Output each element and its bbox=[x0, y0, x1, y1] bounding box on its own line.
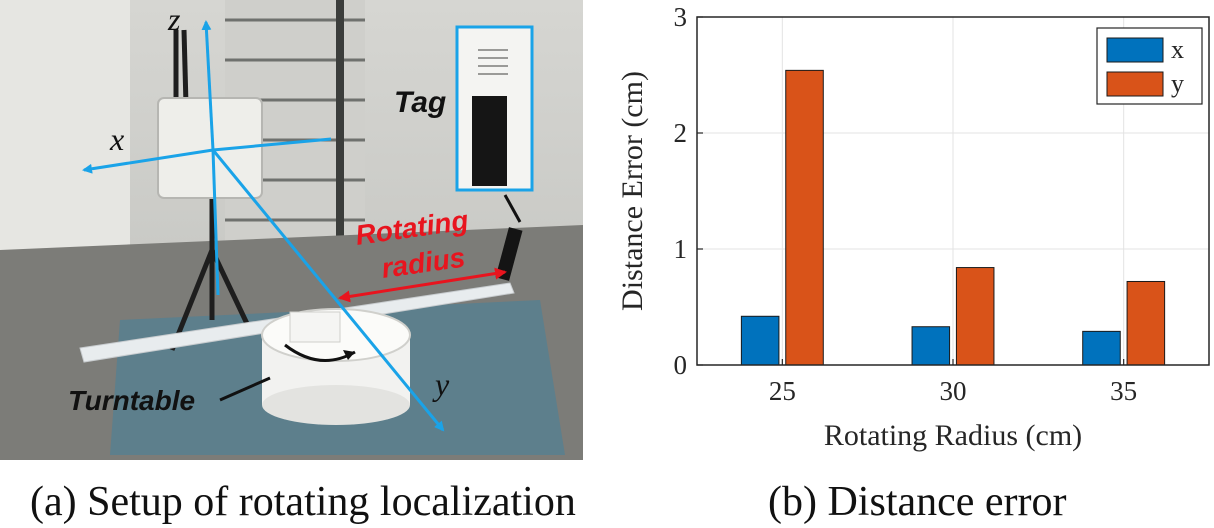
setup-photo: z x y Tag Rotating radius Turntable bbox=[0, 0, 583, 460]
tag-device bbox=[495, 227, 523, 281]
legend-label-x: x bbox=[1171, 35, 1184, 64]
x-tick-label: 25 bbox=[769, 376, 796, 406]
coordinate-axes bbox=[82, 20, 445, 432]
z-axis-arrow bbox=[201, 20, 215, 151]
legend-swatch-x bbox=[1106, 37, 1164, 63]
turntable-label: Turntable bbox=[68, 385, 195, 416]
y-tick-label: 3 bbox=[674, 2, 688, 32]
distance-error-chart-panel: 0 1 2 3 25 30 35 Rotating Radius (cm) Distance… bbox=[600, 0, 1214, 460]
turntable-device bbox=[261, 308, 411, 425]
x-axis-title: Rotating Radius (cm) bbox=[824, 419, 1082, 452]
x-axis-arrow bbox=[82, 148, 214, 174]
bar-y-25 bbox=[785, 69, 824, 366]
caption-setup: (a) Setup of rotating localization bbox=[30, 479, 576, 525]
bar-y-30 bbox=[955, 267, 995, 366]
y-tick-label: 0 bbox=[674, 350, 688, 380]
bar-y-35 bbox=[1126, 280, 1166, 366]
caption-distance-error: (b) Distance error bbox=[768, 479, 1067, 525]
tag-label: Tag bbox=[394, 86, 446, 119]
x-axis-back bbox=[212, 137, 332, 152]
y-axis-arrow bbox=[211, 149, 445, 432]
setup-photo-panel: z x y Tag Rotating radius Turntable bbox=[0, 0, 583, 460]
y-tick-label: 2 bbox=[674, 118, 688, 148]
z-axis-label: z bbox=[167, 1, 181, 37]
x-axis-label: x bbox=[109, 121, 124, 157]
legend-label-y: y bbox=[1171, 69, 1184, 98]
bar-x-30 bbox=[911, 326, 951, 366]
y-axis-title: Distance Error (cm) bbox=[616, 71, 649, 311]
legend: xy bbox=[1096, 27, 1203, 105]
rotating-radius-arrow bbox=[338, 267, 507, 303]
ticks: 0 1 2 3 25 30 35 bbox=[674, 2, 1138, 406]
bars bbox=[740, 69, 1166, 366]
x-tick-label: 35 bbox=[1110, 376, 1137, 406]
z-axis-down bbox=[211, 149, 220, 296]
bar-x-25 bbox=[740, 315, 780, 366]
legend-swatch-y bbox=[1106, 71, 1164, 97]
tag-inset bbox=[455, 25, 534, 223]
distance-error-chart: 0 1 2 3 25 30 35 Rotating Radius (cm) Distance… bbox=[616, 2, 1210, 452]
turntable-pointer bbox=[219, 376, 271, 402]
x-tick-label: 30 bbox=[940, 376, 967, 406]
bar-x-35 bbox=[1082, 330, 1121, 366]
y-tick-label: 1 bbox=[674, 234, 688, 264]
y-axis-label: y bbox=[432, 366, 450, 402]
